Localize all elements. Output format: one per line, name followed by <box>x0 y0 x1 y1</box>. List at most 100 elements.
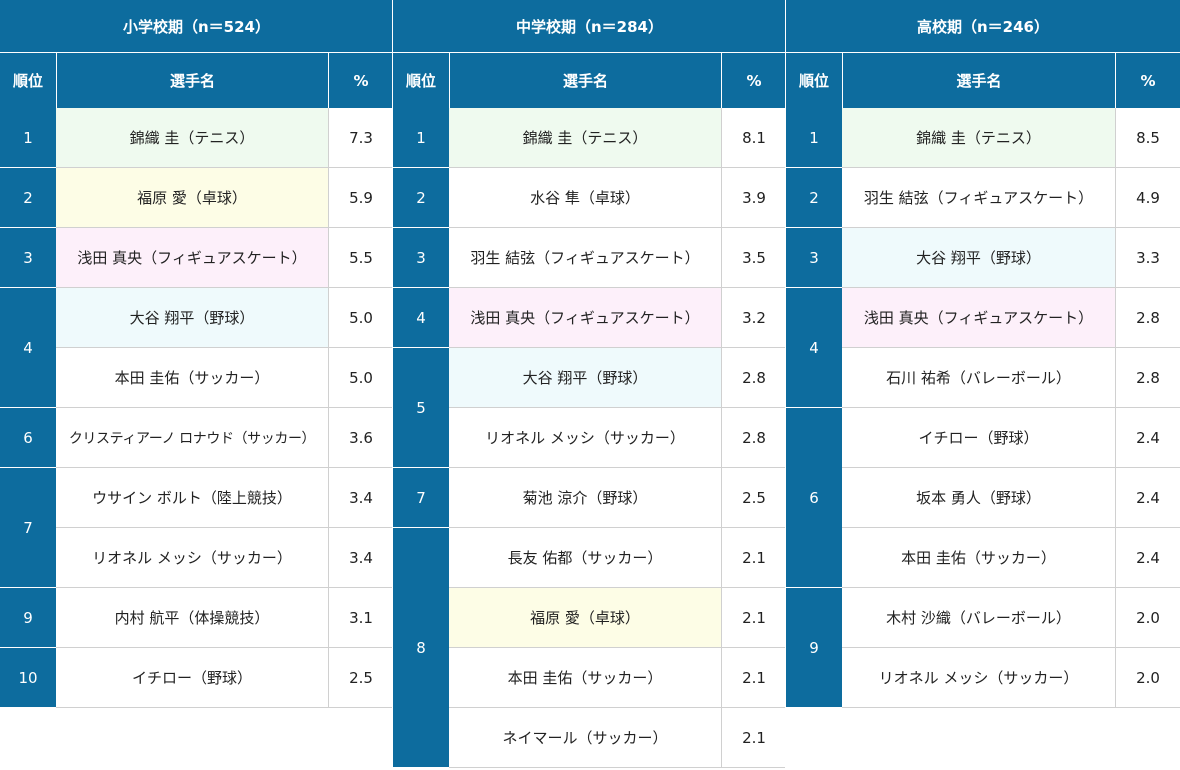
percentage-value: 3.4 <box>349 548 373 567</box>
athlete-name: 錦織 圭（テニス） <box>449 108 722 167</box>
table-row: 長友 佑都（サッカー） 2.1 <box>449 528 786 588</box>
rank-cell: 5 <box>393 348 449 468</box>
rank-cell: 2 <box>786 168 842 228</box>
table-row: 本田 圭佑（サッカー） 2.1 <box>449 648 786 708</box>
athlete-name: 浅田 真央（フィギュアスケート） <box>56 228 329 287</box>
rank-cell: 4 <box>393 288 449 348</box>
table-row: イチロー（野球） 2.4 <box>842 408 1180 468</box>
rank-cell: 10 <box>0 648 56 708</box>
ranking-table-body: 1 2 3 4 6 9 錦織 圭（テニス） 8.5 羽生 結弦（フィギュアスケート） 4.9 大谷 … <box>786 108 1180 708</box>
panel-divider <box>785 0 786 770</box>
panel-title: 小学校期（n＝524） <box>0 0 393 53</box>
panel-title: 中学校期（n＝284） <box>393 0 786 53</box>
table-row: 坂本 勇人（野球） 2.4 <box>842 468 1180 528</box>
table-row: 水谷 隼（卓球） 3.9 <box>449 168 786 228</box>
table-row: 本田 圭佑（サッカー） 2.4 <box>842 528 1180 588</box>
percentage-value: 2.1 <box>742 548 766 567</box>
pct-header: % <box>1140 71 1156 90</box>
table-row: 本田 圭佑（サッカー） 5.0 <box>56 348 393 408</box>
name-header: 選手名 <box>56 53 329 108</box>
athlete-name: ネイマール（サッカー） <box>449 708 722 767</box>
athlete-name: 本田 圭佑（サッカー） <box>842 528 1116 587</box>
name-header: 選手名 <box>449 53 722 108</box>
percentage-value: 2.5 <box>349 668 373 687</box>
table-row: 錦織 圭（テニス） 8.5 <box>842 108 1180 168</box>
table-row: ウサイン ボルト（陸上競技） 3.4 <box>56 468 393 528</box>
athlete-name: 錦織 圭（テニス） <box>56 108 329 167</box>
panel-title: 高校期（n＝246） <box>786 0 1180 53</box>
rank-cell: 1 <box>393 108 449 168</box>
athlete-name: 本田 圭佑（サッカー） <box>449 648 722 707</box>
table-row: リオネル メッシ（サッカー） 3.4 <box>56 528 393 588</box>
ranking-table-body: 1 2 3 4 5 7 8 錦織 圭（テニス） 8.1 水谷 隼（卓球） 3.9 羽生 結弦（フィギュ… <box>393 108 786 768</box>
athlete-name: リオネル メッシ（サッカー） <box>56 528 329 587</box>
rank-cell: 6 <box>0 408 56 468</box>
name-header: 選手名 <box>842 53 1116 108</box>
athlete-name: 石川 祐希（バレーボール） <box>842 348 1116 407</box>
table-row: 菊池 涼介（野球） 2.5 <box>449 468 786 528</box>
rank-cell: 9 <box>786 588 842 708</box>
column-header: 順位 選手名 % <box>786 53 1180 108</box>
table-row: 福原 愛（卓球） 5.9 <box>56 168 393 228</box>
athlete-name: 羽生 結弦（フィギュアスケート） <box>449 228 722 287</box>
athlete-name: 本田 圭佑（サッカー） <box>56 348 329 407</box>
athlete-name: クリスティアーノ ロナウド（サッカー） <box>56 408 329 467</box>
table-row: ネイマール（サッカー） 2.1 <box>449 708 786 768</box>
table-row: 大谷 翔平（野球） 2.8 <box>449 348 786 408</box>
rank-cell: 7 <box>0 468 56 588</box>
percentage-value: 2.1 <box>742 608 766 627</box>
rank-cell: 1 <box>786 108 842 168</box>
rank-cell: 3 <box>0 228 56 288</box>
table-row: クリスティアーノ ロナウド（サッカー） 3.6 <box>56 408 393 468</box>
rank-header: 順位 <box>12 72 43 90</box>
table-row: 錦織 圭（テニス） 8.1 <box>449 108 786 168</box>
athlete-name: 内村 航平（体操競技） <box>56 588 329 647</box>
athlete-name: リオネル メッシ（サッカー） <box>449 408 722 467</box>
athlete-name: 長友 佑都（サッカー） <box>449 528 722 587</box>
percentage-value: 5.5 <box>349 248 373 267</box>
rank-cell: 9 <box>0 588 56 648</box>
percentage-value: 3.1 <box>349 608 373 627</box>
rank-header: 順位 <box>405 72 436 90</box>
athlete-name: 木村 沙織（バレーボール） <box>842 588 1116 647</box>
table-row: 内村 航平（体操競技） 3.1 <box>56 588 393 648</box>
athlete-name: 坂本 勇人（野球） <box>842 468 1116 527</box>
column-header: 順位 選手名 % <box>393 53 786 108</box>
percentage-value: 2.4 <box>1136 428 1160 447</box>
percentage-value: 5.0 <box>349 368 373 387</box>
percentage-value: 2.1 <box>742 668 766 687</box>
athlete-name: ウサイン ボルト（陸上競技） <box>56 468 329 527</box>
athlete-name: イチロー（野球） <box>842 408 1116 467</box>
percentage-value: 3.5 <box>742 248 766 267</box>
percentage-value: 2.8 <box>742 428 766 447</box>
percentage-value: 2.1 <box>742 728 766 747</box>
percentage-value: 8.5 <box>1136 128 1160 147</box>
percentage-value: 2.8 <box>1136 308 1160 327</box>
table-row: 石川 祐希（バレーボール） 2.8 <box>842 348 1180 408</box>
athlete-name: 浅田 真央（フィギュアスケート） <box>449 288 722 347</box>
rank-header: 順位 <box>798 72 829 90</box>
athlete-name: イチロー（野球） <box>56 648 329 707</box>
percentage-value: 3.3 <box>1136 248 1160 267</box>
pct-header: % <box>353 71 369 90</box>
rank-cell: 3 <box>786 228 842 288</box>
rank-cell: 6 <box>786 408 842 588</box>
table-row: イチロー（野球） 2.5 <box>56 648 393 708</box>
athlete-name: 大谷 翔平（野球） <box>842 228 1116 287</box>
percentage-value: 8.1 <box>742 128 766 147</box>
percentage-value: 3.2 <box>742 308 766 327</box>
table-row: 羽生 結弦（フィギュアスケート） 3.5 <box>449 228 786 288</box>
rank-cell: 2 <box>0 168 56 228</box>
pct-header: % <box>746 71 762 90</box>
percentage-value: 3.9 <box>742 188 766 207</box>
rank-cell: 4 <box>0 288 56 408</box>
athlete-name: 福原 愛（卓球） <box>56 168 329 227</box>
athlete-name: 羽生 結弦（フィギュアスケート） <box>842 168 1116 227</box>
ranking-table-body: 1 2 3 4 6 7 9 10 錦織 圭（テニス） 7.3 福原 愛（卓球） 5.9 浅田 真央（フィ… <box>0 108 393 708</box>
table-row: 大谷 翔平（野球） 5.0 <box>56 288 393 348</box>
percentage-value: 5.9 <box>349 188 373 207</box>
rank-cell: 2 <box>393 168 449 228</box>
table-row: 福原 愛（卓球） 2.1 <box>449 588 786 648</box>
table-row: 木村 沙織（バレーボール） 2.0 <box>842 588 1180 648</box>
percentage-value: 2.8 <box>1136 368 1160 387</box>
